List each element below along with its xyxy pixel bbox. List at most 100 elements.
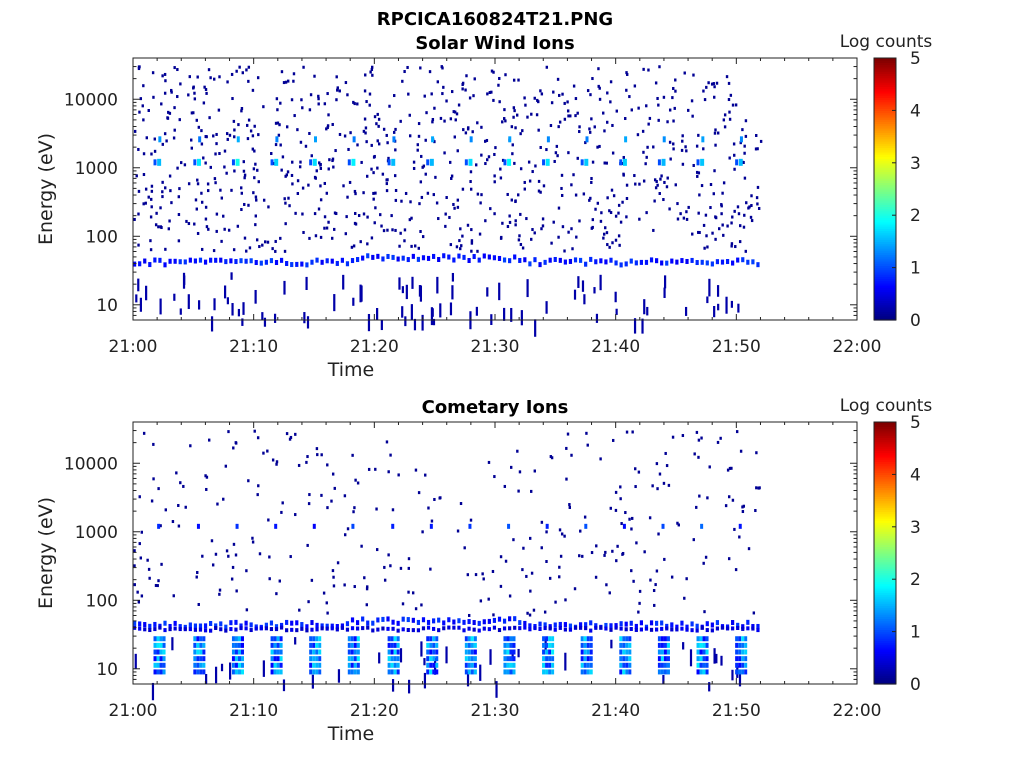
noise-cell (152, 442, 155, 446)
noise-cell (207, 227, 210, 231)
noise-cell (625, 88, 628, 92)
burst-cell (583, 649, 587, 655)
colorbar-segment (874, 502, 896, 506)
streak-cell (263, 317, 267, 327)
burst-cell (702, 656, 706, 662)
noise-cell (256, 168, 259, 172)
noise-cell (612, 438, 615, 442)
noise-cell (335, 75, 338, 79)
band-cell (685, 627, 689, 632)
colorbar-segment (874, 507, 896, 510)
band-cell (350, 617, 355, 623)
colorbar-segment (874, 254, 896, 258)
noise-cell (445, 196, 448, 200)
spot-cell (391, 158, 396, 166)
burst-cell (390, 662, 394, 668)
noise-cell (518, 470, 522, 474)
band-cell (163, 628, 167, 633)
noise-cell (554, 151, 558, 155)
band-cell (153, 621, 157, 627)
band-cell (452, 257, 456, 263)
noise-cell (335, 98, 338, 102)
band-cell (315, 622, 319, 628)
noise-cell (704, 555, 708, 559)
colorbar-segment (874, 289, 896, 293)
band-cell (168, 623, 172, 629)
noise-cell (298, 608, 301, 612)
burst-cell (196, 662, 200, 668)
noise-cell (346, 527, 350, 531)
noise-cell (697, 211, 700, 215)
burst-cell (657, 642, 661, 648)
x-tick-label: 21:50 (712, 337, 761, 357)
burst-cell (202, 649, 206, 655)
noise-cell (373, 154, 376, 158)
noise-cell (288, 437, 292, 441)
burst-cell (548, 649, 552, 655)
noise-cell (756, 185, 760, 189)
noise-cell (574, 97, 578, 101)
colorbar-segment (874, 119, 896, 122)
burst-cell (628, 656, 632, 662)
noise-cell (254, 195, 258, 199)
band-cell (396, 620, 400, 626)
noise-cell (497, 83, 500, 87)
band-cell (548, 257, 552, 263)
noise-cell (370, 236, 374, 240)
noise-cell (542, 184, 546, 188)
noise-cell (568, 506, 571, 509)
noise-cell (420, 154, 423, 158)
colorbar-segment (874, 546, 896, 550)
band-cell (239, 626, 243, 631)
band-cell (447, 617, 451, 623)
noise-cell (702, 561, 705, 565)
colorbar-segment (874, 596, 896, 600)
noise-cell (757, 206, 761, 210)
spot-cell (661, 158, 666, 166)
colorbar-segment (874, 485, 896, 489)
band-cell (219, 257, 223, 263)
band-cell (234, 619, 238, 625)
noise-cell (195, 118, 198, 122)
colorbar-segment (874, 121, 896, 125)
streak-cell (282, 679, 286, 692)
noise-cell (173, 128, 176, 132)
noise-cell (137, 212, 140, 216)
burst-cell (705, 656, 709, 662)
burst-cell (583, 669, 587, 675)
noise-cell (530, 571, 534, 575)
noise-cell (333, 486, 336, 490)
band-cell (746, 259, 750, 265)
noise-cell (499, 176, 503, 180)
noise-cell (671, 435, 675, 439)
noise-cell (374, 467, 377, 471)
burst-cell (202, 636, 206, 642)
noise-cell (703, 246, 706, 250)
noise-cell (652, 589, 656, 593)
noise-cell (133, 129, 137, 133)
band-cell (138, 261, 142, 267)
band-cell (406, 628, 410, 633)
streak-cell (451, 285, 454, 300)
band-cell (244, 626, 248, 631)
noise-cell (142, 431, 146, 435)
band-cell (558, 625, 562, 630)
noise-cell (561, 225, 565, 229)
noise-cell (499, 584, 503, 588)
band-cell (492, 625, 497, 630)
band-cell (254, 626, 258, 631)
burst-cell (548, 669, 552, 675)
noise-cell (652, 145, 655, 149)
noise-cell (739, 224, 742, 228)
noise-cell (317, 97, 320, 101)
noise-cell (697, 438, 701, 442)
band-cell (609, 627, 613, 632)
noise-cell (470, 249, 473, 253)
noise-cell (528, 613, 532, 617)
burst-cell (545, 649, 549, 655)
noise-cell (317, 102, 320, 106)
noise-cell (266, 240, 270, 244)
burst-cell (586, 662, 590, 668)
colorbar-segment (874, 274, 896, 277)
streak-cell (391, 679, 395, 692)
